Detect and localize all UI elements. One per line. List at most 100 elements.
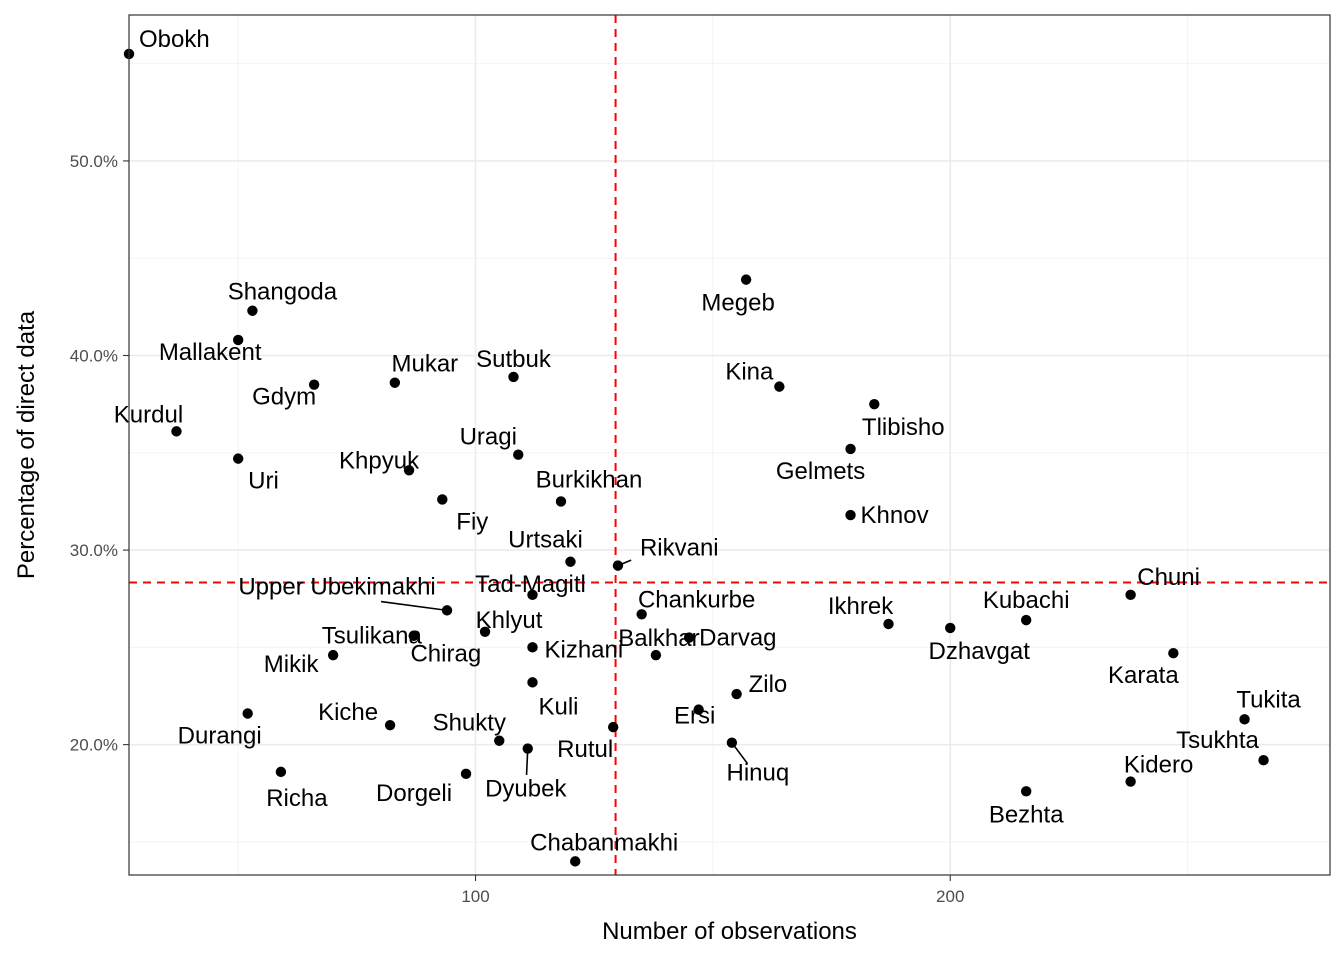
data-point [693,704,704,715]
point-label: Kuli [538,693,578,720]
data-point [555,496,567,507]
point-label: Kubachi [983,587,1070,614]
data-point [513,449,524,460]
data-point [460,768,472,780]
point-label: Mallakent [159,339,262,366]
data-point [389,377,401,388]
point-label: Tsulikana [322,623,423,650]
point-label: Chirag [410,641,481,668]
point-label: Shukty [433,710,506,737]
data-point [527,589,538,601]
data-point [726,737,738,748]
point-label: Gdym [252,384,316,411]
data-points [123,48,1269,867]
data-point [327,649,339,661]
data-point [845,443,856,455]
point-label: Karata [1108,662,1179,689]
data-point [403,465,415,476]
data-point [527,642,538,653]
data-point [494,735,505,746]
data-point [570,856,581,867]
label-leader-line [380,600,448,612]
point-label: Gelmets [776,458,865,485]
panel-border [128,14,1331,876]
data-point [1020,614,1032,626]
point-label: Tsukhta [1176,727,1259,754]
point-label: Mikik [264,651,320,678]
y-axis-title: Percentage of direct data [13,310,40,579]
point-label: Bezhta [989,801,1064,828]
point-label: Upper Ubekimakhi [238,573,435,600]
point-label: Mukar [391,351,458,378]
point-label: Kizhani [544,636,623,663]
data-point [1125,776,1136,787]
data-point [242,708,253,719]
data-point [740,274,752,285]
axes: 100 200 20.0% 30.0% 40.0% 50.0% [70,152,965,906]
point-label: Balkhar [618,625,699,652]
point-label: Darvag [699,625,776,652]
point-label: Uri [248,468,279,495]
data-point [650,649,662,661]
point-label: Chabanmakhi [530,829,678,856]
point-label: Shangoda [228,279,338,306]
point-label: Obokh [139,26,210,53]
data-point [607,721,619,733]
data-point [869,398,880,410]
data-point [883,618,894,630]
data-point [384,719,396,731]
point-label: Zilo [749,671,788,698]
data-point [171,426,182,437]
data-point [308,379,320,390]
point-label: Chuni [1137,564,1200,591]
point-label: Sutbuk [476,346,552,373]
data-point [441,605,453,616]
point-label: Kina [725,359,774,386]
data-point [1239,714,1250,725]
point-label: Burkikhan [536,466,643,493]
data-point [508,371,519,383]
point-label: Chankurbe [638,586,755,613]
data-point [522,743,533,754]
point-label: Rutul [557,736,613,763]
data-point [774,381,785,392]
point-label: Khpyuk [339,447,420,474]
point-label: Tlibisho [862,414,945,441]
point-label: Kidero [1124,752,1193,779]
data-point [275,766,287,778]
point-label: Dzhavgat [929,638,1031,665]
data-point [1258,755,1269,766]
data-point [479,626,491,637]
data-point [232,453,244,464]
grid [129,15,1330,875]
y-tick-label: 20.0% [70,736,118,755]
point-label: Ersi [674,703,715,730]
point-label: Uragi [460,424,517,451]
data-point [683,632,695,643]
point-label: Tad-Magitl [475,571,586,598]
point-label: Fiy [456,508,488,535]
point-label: Kiche [318,699,378,726]
point-label: Urtsaki [508,527,583,554]
data-point [731,688,742,700]
point-label: Khlyut [476,607,543,634]
data-point [636,609,647,620]
point-labels: Obokh Shangoda Mallakent Gdym Kurdul Uri Mukar… [114,26,1302,856]
x-tick-label: 200 [936,887,964,906]
point-label: Tukita [1236,686,1301,713]
data-point [1020,786,1032,797]
point-label: Richa [266,785,328,812]
point-label: Megeb [701,290,774,317]
x-axis-title: Number of observations [602,918,857,945]
y-tick-label: 40.0% [70,346,118,365]
point-label: Dyubek [485,776,567,803]
data-point [1125,589,1136,601]
data-point [845,509,856,521]
x-tick-label: 100 [461,887,489,906]
y-tick-label: 50.0% [70,152,118,171]
data-point [1168,647,1179,659]
point-label: Rikvani [640,535,719,562]
data-point [527,677,538,688]
point-label: Ikhrek [828,593,894,620]
